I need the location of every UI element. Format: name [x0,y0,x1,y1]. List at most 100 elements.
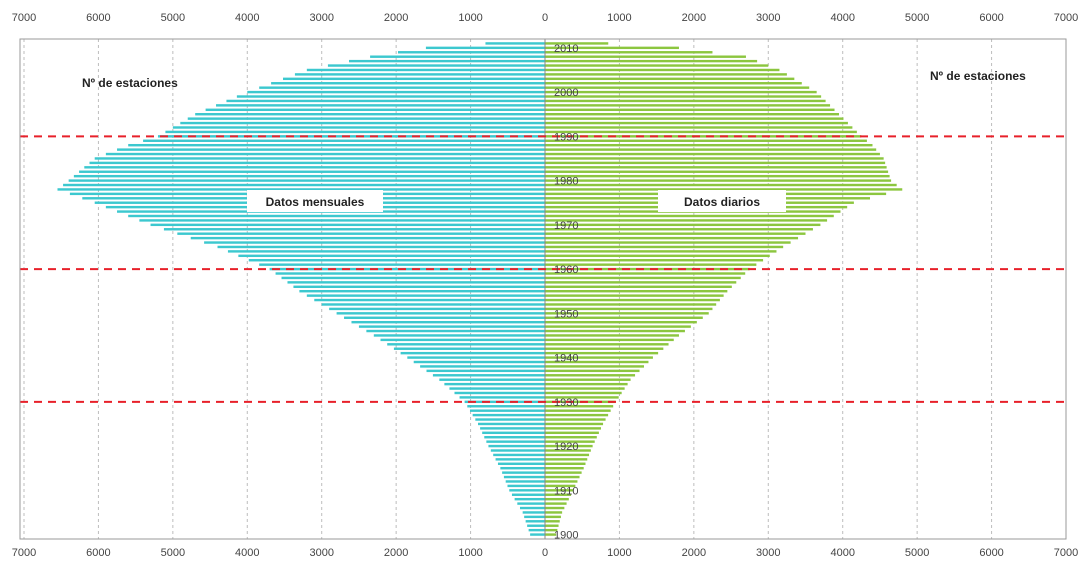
daily-bar-1987 [545,148,877,151]
monthly-bar-2002 [271,82,545,85]
monthly-bar-1911 [507,484,545,488]
daily-bar-1958 [545,276,741,280]
series-label-box-monthly [247,190,383,212]
monthly-bar-1970 [150,223,545,227]
daily-bar-1954 [545,294,724,297]
daily-bar-1963 [545,254,770,258]
daily-bar-1944 [545,338,674,342]
monthly-bar-1926 [475,418,545,421]
daily-bar-2010 [545,46,679,50]
monthly-bar-1962 [248,259,545,262]
daily-bar-1908 [545,497,569,501]
daily-bar-1935 [545,378,631,381]
monthly-bar-1905 [522,511,545,514]
daily-bar-1952 [545,303,717,306]
year-label: 1900 [554,530,578,542]
monthly-bar-1904 [524,515,545,519]
monthly-bar-1954 [306,294,545,297]
monthly-bar-2005 [306,68,545,72]
daily-bar-1985 [545,157,884,160]
daily-bar-2003 [545,77,795,81]
monthly-bar-1909 [511,493,545,496]
monthly-bar-1959 [275,272,545,275]
daily-bar-1904 [545,515,561,519]
daily-bar-1953 [545,298,720,302]
year-label: 2010 [554,43,578,55]
left-axis-label: Nº de estaciones [82,76,178,90]
monthly-bar-1900 [530,533,545,536]
daily-bar-1925 [545,422,604,426]
daily-bar-1961 [545,263,757,266]
daily-bar-1972 [545,214,834,218]
monthly-bar-1906 [519,506,545,510]
monthly-bar-1927 [472,413,545,417]
daily-bar-1979 [545,183,897,187]
monthly-bar-1971 [139,219,545,222]
daily-bar-1901 [545,528,558,532]
monthly-bar-1937 [426,369,545,373]
monthly-bar-1915 [500,466,545,470]
daily-bar-1956 [545,285,732,288]
monthly-bar-1999 [236,95,545,98]
series-label-daily: Datos diarios [684,195,760,209]
daily-bar-2009 [545,51,713,54]
x-tick-label: 4000 [235,547,259,559]
x-tick-label: 1000 [607,12,631,24]
monthly-bar-1908 [514,497,545,501]
daily-bar-1910 [545,489,574,492]
monthly-bar-1956 [293,285,545,288]
daily-bar-2001 [545,86,810,89]
monthly-bar-2000 [247,90,546,94]
daily-bar-1915 [545,466,584,470]
monthly-bar-2009 [398,51,545,54]
monthly-bar-2011 [485,42,545,45]
monthly-bar-1918 [493,453,545,457]
monthly-bar-1936 [432,374,545,377]
monthly-bar-2006 [327,64,545,67]
daily-bar-1997 [545,104,831,107]
monthly-bar-1947 [358,325,545,328]
monthly-bar-2004 [294,73,545,76]
monthly-bar-1942 [393,347,545,350]
monthly-bar-1922 [484,436,545,439]
daily-bar-1942 [545,347,664,350]
daily-bar-1921 [545,440,595,443]
monthly-bar-1987 [117,148,546,151]
monthly-bar-1992 [172,126,545,129]
x-tick-label: 7000 [1054,12,1078,24]
daily-bar-1947 [545,325,691,328]
monthly-bar-1921 [486,440,545,443]
daily-bar-2000 [545,90,817,94]
x-tick-label: 0 [542,547,548,559]
monthly-bar-1981 [73,174,546,178]
monthly-bar-1998 [226,99,545,103]
right-axis-label: Nº de estaciones [930,69,1026,83]
x-tick-label: 4000 [830,547,854,559]
series-label-box-daily [658,190,786,212]
x-tick-label: 3000 [309,12,333,24]
year-label: 1950 [554,308,578,320]
monthly-bar-1912 [505,480,545,483]
monthly-bar-1994 [187,117,545,120]
monthly-bar-1944 [380,338,545,342]
top-x-tick-labels: 7000 6000 5000 4000 3000 2000 1000 0 1000 2000 300… [12,12,1078,24]
daily-bar-1951 [545,307,713,311]
monthly-bar-1902 [527,524,545,527]
daily-bar-1924 [545,427,601,430]
plot-frame [19,38,1067,540]
monthly-bar-1997 [216,104,546,107]
daily-bar-1926 [545,418,606,421]
monthly-bar-1982 [79,170,545,173]
monthly-bar-1949 [344,316,545,319]
year-label: 1930 [554,397,578,409]
monthly-bar-1991 [165,130,545,134]
monthly-bar-1964 [227,250,546,253]
daily-bar-1989 [545,139,867,142]
daily-bar-1991 [545,130,857,134]
daily-bar-2006 [545,64,769,67]
daily-bar-1968 [545,232,806,235]
daily-bar-1934 [545,382,628,386]
x-tick-label: 5000 [905,12,929,24]
daily-bar-1928 [545,409,611,412]
daily-bar-1906 [545,506,565,510]
